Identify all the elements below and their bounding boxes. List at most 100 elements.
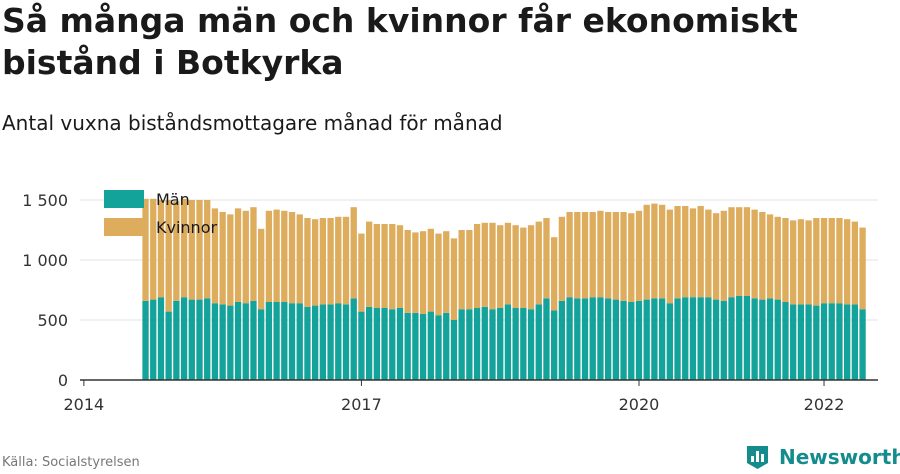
bar-women <box>697 206 704 298</box>
y-tick-label: 1 000 <box>22 251 68 270</box>
bar-women <box>805 220 812 305</box>
source-note: Källa: Socialstyrelsen <box>2 455 140 470</box>
bar-men <box>396 308 404 380</box>
bar-men <box>705 297 712 380</box>
bar-men <box>404 312 411 380</box>
bar-women <box>211 208 219 304</box>
bar-men <box>643 299 650 380</box>
bar-women <box>304 218 311 307</box>
bar-women <box>466 230 473 310</box>
bar-men <box>674 298 681 380</box>
brand-name: Newsworthy <box>779 445 900 469</box>
x-tick-label: 2017 <box>341 395 382 414</box>
bar-men <box>234 302 242 380</box>
y-tick-label: 500 <box>37 311 68 330</box>
bar-women <box>196 200 203 300</box>
bar-women <box>412 232 419 313</box>
bar-women <box>759 212 766 300</box>
bar-men <box>365 306 373 380</box>
y-axis: 0 500 1 000 1 500 <box>22 191 68 390</box>
bar-women <box>728 207 735 298</box>
bar-women <box>820 218 828 304</box>
bar-women <box>604 212 612 299</box>
bar-women <box>589 212 596 298</box>
legend-item-men[interactable]: Män <box>104 186 217 212</box>
bar-men <box>820 303 828 380</box>
bar-men <box>458 309 465 380</box>
bar-men <box>412 312 419 380</box>
bar-men <box>288 303 296 380</box>
bar-women <box>543 218 550 299</box>
bar-women <box>473 224 481 308</box>
bar-men <box>620 300 627 380</box>
chart-title: Så många män och kvinnor får ekonomiskt … <box>2 1 798 82</box>
bar-women <box>296 214 303 304</box>
bar-men <box>728 297 735 380</box>
bar-men <box>227 305 234 380</box>
bar-women <box>435 233 442 316</box>
bar-women <box>743 207 751 296</box>
bar-women <box>581 212 589 299</box>
bar-women <box>682 206 689 298</box>
bar-men <box>180 297 188 380</box>
bar-women <box>404 230 411 313</box>
bar-women <box>288 212 296 304</box>
legend-label-women: Kvinnor <box>156 217 218 237</box>
bar-men <box>173 300 180 380</box>
bar-women <box>620 212 627 301</box>
bar-men <box>319 304 327 380</box>
bar-men <box>604 298 612 380</box>
bar-women <box>674 206 681 299</box>
bar-men <box>682 297 689 380</box>
bar-women <box>281 210 288 302</box>
bar-men <box>790 304 797 380</box>
legend-item-women[interactable]: Kvinnor <box>104 214 217 240</box>
bar-men <box>551 310 558 380</box>
bar-men <box>204 298 211 380</box>
bar-women <box>142 198 149 301</box>
bar-women <box>836 218 843 304</box>
bar-women <box>751 209 758 299</box>
bars <box>142 198 866 380</box>
bar-women <box>242 210 249 304</box>
x-axis: 2014 2017 2020 2022 <box>63 379 878 414</box>
bar-women <box>227 214 234 306</box>
bar-women <box>427 228 434 312</box>
bar-men <box>296 303 303 380</box>
newsworthy-logo-icon <box>747 445 768 469</box>
bar-women <box>381 224 388 308</box>
bar-men <box>512 308 519 380</box>
bar-women <box>204 200 211 299</box>
bar-men <box>720 300 727 380</box>
bar-men <box>150 299 157 380</box>
bar-men <box>574 298 581 380</box>
bar-men <box>736 296 743 380</box>
bar-women <box>481 222 488 307</box>
legend-swatch-women <box>104 218 144 236</box>
bar-women <box>612 212 620 300</box>
bar-women <box>527 225 535 310</box>
bar-women <box>342 216 350 305</box>
bar-women <box>180 198 188 298</box>
bar-men <box>489 309 496 380</box>
bar-women <box>150 198 157 300</box>
bar-men <box>435 315 442 380</box>
bar-men <box>481 306 488 380</box>
bar-women <box>643 204 650 300</box>
bar-men <box>543 298 550 380</box>
bar-men <box>828 303 835 380</box>
bar-women <box>813 218 820 306</box>
bar-men <box>759 299 766 380</box>
bar-men <box>450 320 458 380</box>
bar-men <box>766 298 774 380</box>
bar-men <box>651 298 658 380</box>
bar-men <box>566 297 573 380</box>
bar-women <box>327 218 334 305</box>
brand-logo[interactable]: Newsworthy <box>744 440 900 474</box>
bar-men <box>497 308 504 380</box>
bar-men <box>581 298 589 380</box>
bar-women <box>443 231 450 313</box>
bar-women <box>774 216 781 300</box>
bar-men <box>797 304 805 380</box>
